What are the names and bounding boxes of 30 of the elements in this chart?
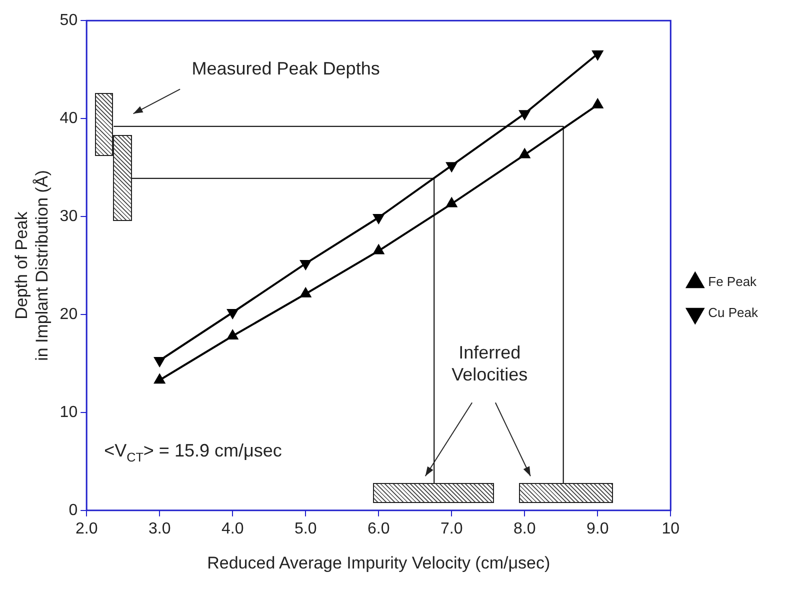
legend-label: Fe Peak: [708, 274, 758, 290]
point: [154, 374, 165, 384]
y-tick-label: 0: [68, 502, 78, 519]
y-tick-label: 10: [60, 404, 78, 421]
x-tick-label: 10: [662, 520, 680, 538]
point: [300, 288, 311, 298]
point: [373, 214, 384, 224]
x-tick-label: 3.0: [148, 520, 171, 538]
x-axis-title: Reduced Average Impurity Velocity (cm/μsec): [207, 553, 550, 572]
point: [446, 198, 457, 208]
annotation: Inferred Velocities: [452, 342, 528, 385]
annotation: Measured Peak Depths: [192, 58, 380, 79]
point: [373, 244, 384, 254]
x-tick-label: 9.0: [586, 520, 609, 538]
legend-label: Cu Peak: [708, 305, 758, 320]
y-axis-title: Depth of Peak in Implant Distribution (Å): [12, 170, 52, 361]
point: [592, 50, 603, 60]
y-tick-label: 20: [60, 306, 78, 323]
point: [227, 330, 238, 340]
x-tick-label: 4.0: [221, 520, 244, 538]
x-tick-label: 8.0: [514, 520, 536, 538]
point: [519, 110, 530, 120]
x-tick-label: 5.0: [294, 520, 317, 538]
x-tick-label: 2.0: [75, 520, 98, 538]
y-tick-label: 40: [60, 110, 78, 127]
point: [446, 162, 457, 172]
x-tick-label: 6.0: [367, 520, 390, 538]
y-tick-label: 50: [60, 12, 78, 30]
y-tick-label: 30: [60, 208, 78, 225]
x-tick-label: 7.0: [440, 520, 463, 538]
